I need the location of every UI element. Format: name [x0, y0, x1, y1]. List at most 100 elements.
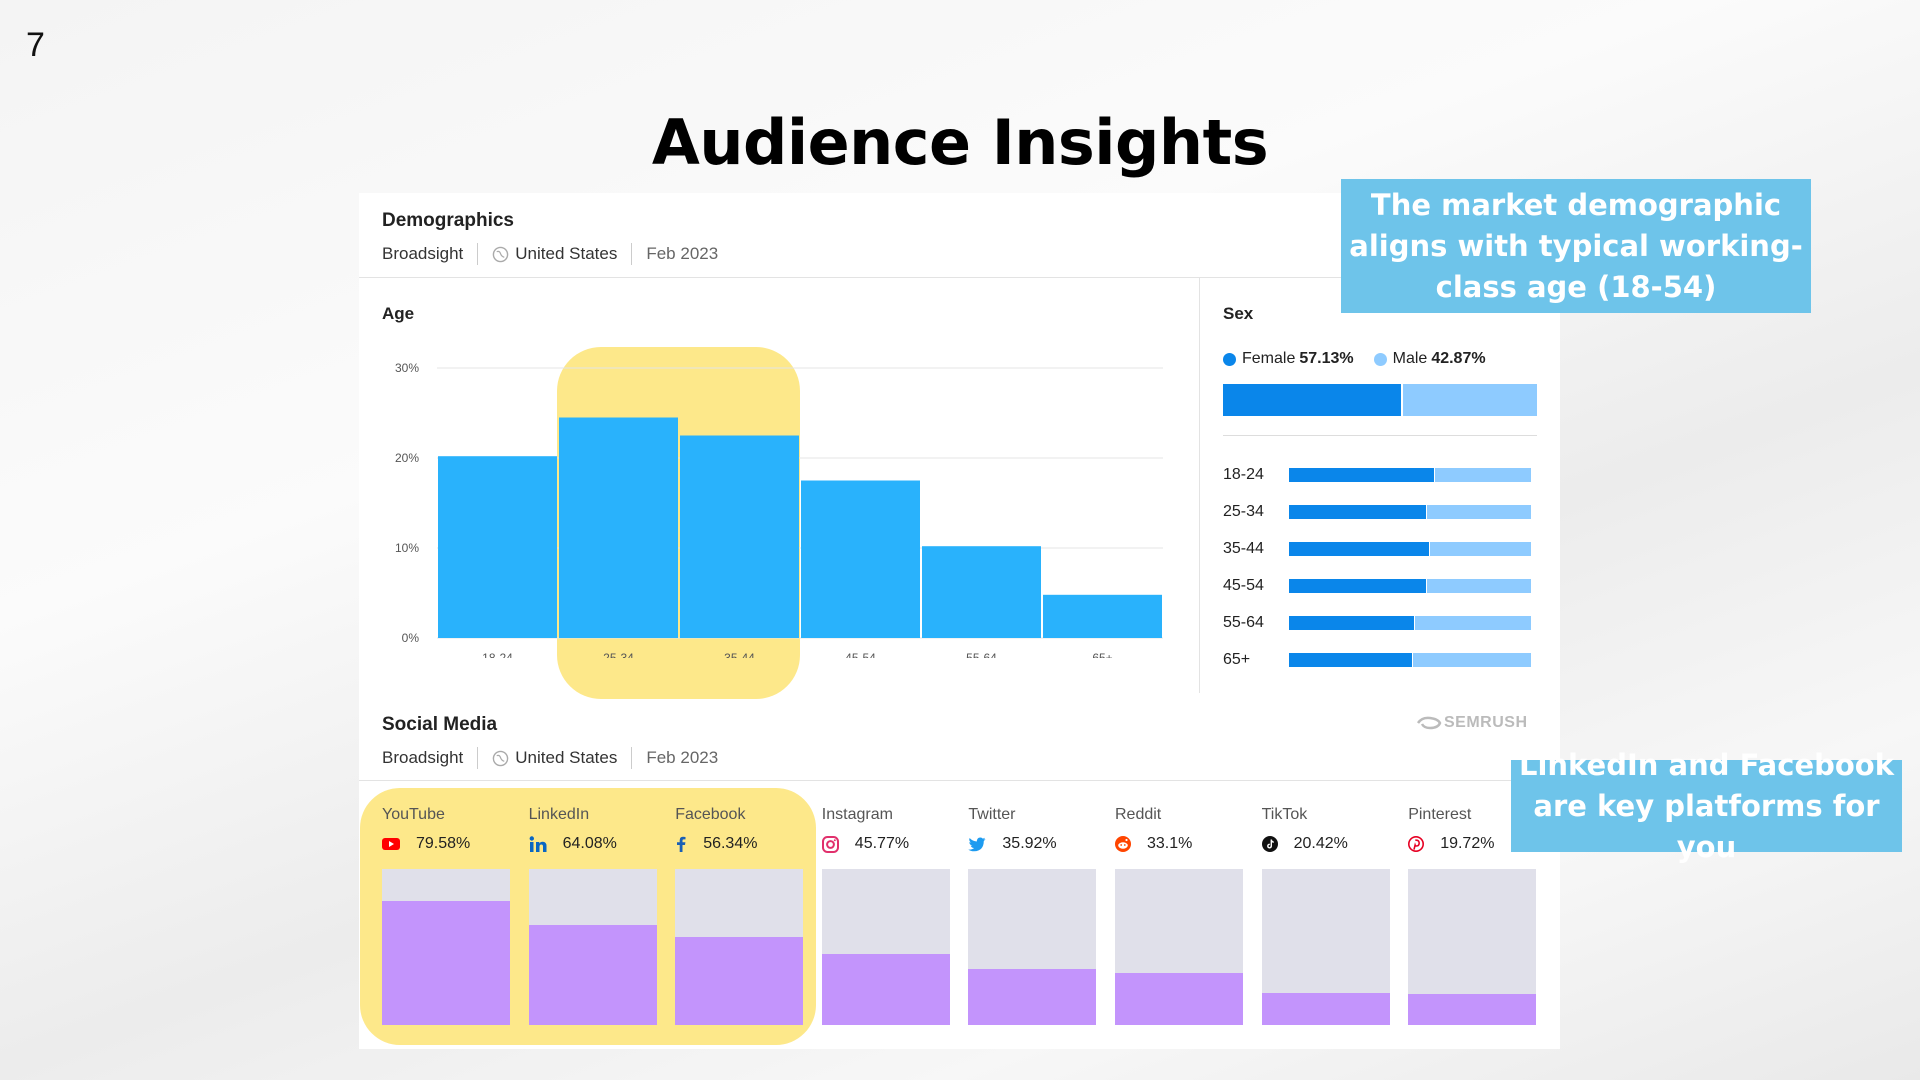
age-y-tick-label: 30%	[395, 361, 419, 375]
semrush-logo-icon	[1416, 716, 1442, 730]
platform-value-label: 56.34%	[703, 835, 758, 852]
demographics-meta: Broadsight United States Feb 2023	[382, 243, 718, 265]
platform-bar-track	[1261, 869, 1390, 1025]
age-bar	[922, 546, 1041, 638]
social-platform-linkedin: LinkedIn 64.08%	[528, 806, 657, 1025]
slide-title: Audience Insights	[651, 106, 1269, 179]
female-segment	[1289, 468, 1434, 482]
social-country: United States	[515, 748, 618, 767]
sex-age-row: 45-54	[1223, 576, 1543, 596]
age-x-tick-label: 25-34	[603, 651, 634, 658]
tiktok-icon	[1261, 836, 1286, 852]
platform-bar-track	[382, 869, 510, 1025]
platform-bar-track	[1115, 869, 1243, 1025]
platform-value: 20.42%	[1261, 832, 1390, 856]
female-value: 57.13%	[1299, 350, 1354, 367]
twitter-icon	[968, 837, 994, 852]
age-bar	[1043, 594, 1162, 638]
social-meta: Broadsight United States Feb 2023	[382, 747, 718, 769]
social-date: Feb 2023	[646, 748, 719, 767]
globe-icon	[492, 246, 509, 262]
age-bar	[559, 417, 678, 638]
platform-bar-track	[675, 869, 804, 1025]
reddit-icon	[1115, 836, 1139, 852]
platform-value: 79.58%	[382, 832, 510, 856]
social-platform-pinterest: Pinterest 19.72%	[1408, 806, 1537, 1025]
sex-age-bar	[1289, 505, 1531, 519]
platform-name: YouTube	[382, 806, 445, 823]
slide-number: 7	[26, 26, 45, 64]
sex-age-bar	[1289, 653, 1531, 667]
age-y-tick-label: 10%	[395, 541, 419, 555]
social-platform-youtube: YouTube 79.58%	[382, 806, 510, 1025]
platforms-callout-text: LinkedIn and Facebook are key platforms …	[1518, 747, 1895, 864]
divider	[477, 243, 479, 265]
female-share-bar	[1223, 384, 1402, 416]
female-segment	[1289, 542, 1429, 556]
female-label: Female	[1242, 350, 1296, 367]
globe-icon	[492, 750, 509, 766]
sex-age-row: 18-24	[1223, 465, 1543, 485]
platform-bar	[675, 937, 804, 1025]
platform-value-label: 19.72%	[1440, 835, 1495, 852]
age-title: Age	[382, 304, 415, 323]
sex-age-bar	[1289, 579, 1531, 593]
platform-bar	[528, 925, 657, 1025]
platform-bar-track	[1408, 869, 1537, 1025]
platform-bar-track	[528, 869, 657, 1025]
platform-name: LinkedIn	[528, 806, 590, 823]
age-bar-chart: 0% 10% 20% 30% 18-24 25-34 35-44 45-54 55-64 65+	[395, 361, 1163, 658]
demographic-callout-text: The market demographic aligns with typic…	[1349, 187, 1803, 304]
platform-bar	[968, 968, 1097, 1025]
sex-legend: Female 57.13% Male 42.87%	[1223, 350, 1486, 368]
demographics-country: United States	[515, 244, 618, 263]
youtube-icon	[382, 837, 408, 851]
platform-bar	[1261, 993, 1390, 1025]
sex-age-row: 35-44	[1223, 539, 1543, 559]
platform-bar-track	[968, 869, 1097, 1025]
demographics-source: Broadsight	[382, 244, 464, 263]
sex-age-bar	[1289, 616, 1531, 630]
age-bar	[438, 456, 557, 638]
platform-value-label: 45.77%	[854, 835, 910, 852]
sex-age-row: 55-64	[1223, 613, 1543, 633]
age-x-tick-label: 65+	[1092, 651, 1112, 658]
age-bar	[801, 480, 920, 638]
sex-by-age-rows: 18-24 25-34 35-44 45-54 55-64 65+	[1223, 465, 1543, 668]
platform-name: Instagram	[821, 806, 893, 823]
platform-value: 19.72%	[1408, 832, 1536, 856]
sex-age-label: 45-54	[1223, 577, 1264, 594]
age-y-tick-label: 20%	[395, 451, 419, 465]
platform-bar	[382, 900, 510, 1025]
platform-value-label: 33.1%	[1147, 835, 1193, 852]
platform-value: 64.08%	[529, 832, 657, 856]
platform-value: 33.1%	[1115, 832, 1243, 856]
social-heading: Social Media	[382, 714, 498, 735]
platform-name: Pinterest	[1408, 806, 1472, 823]
demographics-date: Feb 2023	[646, 244, 719, 263]
platform-value: 56.34%	[675, 832, 803, 856]
age-y-tick-label: 0%	[402, 631, 420, 645]
female-segment	[1289, 653, 1412, 667]
sex-age-row: 25-34	[1223, 502, 1543, 522]
divider	[631, 243, 633, 265]
sex-age-bar	[1289, 468, 1531, 482]
platforms-callout: LinkedIn and Facebook are key platforms …	[1511, 748, 1902, 864]
sex-age-label: 18-24	[1223, 466, 1264, 483]
male-segment	[1429, 542, 1531, 556]
platform-name: Twitter	[968, 806, 1016, 823]
female-legend-dot	[1223, 352, 1236, 366]
platform-value: 35.92%	[968, 832, 1096, 856]
demographic-callout: The market demographic aligns with typic…	[1341, 179, 1811, 313]
platform-bar	[1408, 994, 1537, 1025]
age-x-tick-label: 55-64	[966, 651, 997, 658]
male-segment	[1415, 616, 1531, 630]
social-platform-reddit: Reddit 33.1%	[1115, 806, 1243, 1025]
instagram-icon	[821, 835, 847, 853]
facebook-icon	[675, 836, 695, 852]
male-legend-dot	[1373, 352, 1387, 366]
divider	[359, 780, 1560, 781]
sex-age-label: 65+	[1223, 651, 1251, 668]
male-value: 42.87%	[1431, 350, 1486, 367]
age-bar	[680, 435, 799, 638]
